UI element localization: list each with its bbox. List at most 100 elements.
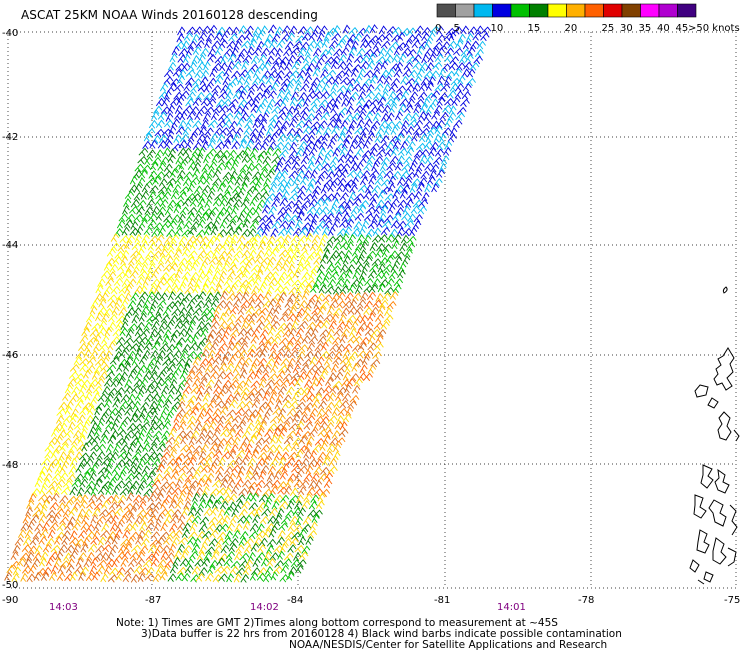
wind-barb (155, 492, 165, 502)
wind-barb (244, 443, 253, 453)
wind-barb (49, 571, 58, 581)
wind-barb (387, 204, 396, 214)
wind-barb (186, 466, 196, 475)
wind-barb (305, 415, 316, 424)
wind-barb (315, 248, 324, 258)
wind-barb (299, 176, 309, 186)
wind-barb (135, 225, 144, 235)
wind-barb (191, 54, 200, 64)
wind-barb (230, 444, 239, 453)
wind-barb (284, 83, 293, 93)
wind-barb (390, 198, 400, 207)
wind-barb (321, 456, 331, 466)
wind-barb (261, 39, 271, 48)
wind-barb (203, 299, 212, 309)
wind-barb (176, 408, 186, 418)
wind-barb (204, 198, 213, 208)
wind-barb (330, 60, 339, 70)
wind-barb (326, 235, 337, 245)
wind-barb (397, 199, 407, 209)
wind-barb (260, 464, 270, 474)
wind-barb (405, 192, 416, 201)
wind-barb (204, 127, 214, 136)
wind-speed-legend: 0 5 10 15 20 25 30 35 40 45 >50 knots (435, 3, 740, 34)
wind-barb (197, 291, 207, 300)
wind-barb (177, 492, 186, 502)
wind-barb (26, 551, 35, 561)
wind-barb (250, 492, 259, 502)
wind-barb (321, 132, 331, 142)
wind-barb (320, 184, 329, 194)
wind-barb (98, 536, 107, 546)
wind-barb (378, 212, 387, 222)
wind-barb (147, 493, 157, 503)
wind-barb (195, 300, 205, 309)
wind-barb (244, 327, 255, 337)
wind-barb (147, 515, 158, 524)
wind-barb (344, 269, 353, 279)
wind-barb (335, 70, 346, 79)
wind-barb (236, 421, 246, 430)
wind-barb (192, 120, 202, 129)
wind-barb (162, 335, 171, 345)
wind-barb (352, 198, 362, 207)
wind-barb (69, 550, 78, 559)
wind-barb (267, 256, 277, 266)
wind-barb (246, 236, 257, 245)
wind-barb (382, 32, 393, 42)
wind-barb (288, 423, 299, 432)
legend-box (510, 3, 530, 18)
wind-barb (365, 184, 374, 194)
wind-barb (400, 27, 411, 37)
wind-barb (250, 380, 261, 389)
wind-barb (222, 213, 233, 222)
wind-barb (22, 514, 31, 524)
wind-barb (144, 457, 154, 466)
wind-barb (277, 550, 285, 560)
wind-barb (249, 147, 259, 157)
wind-barb (350, 67, 359, 77)
wind-barb (233, 40, 242, 50)
wind-barb (306, 342, 315, 352)
wind-barb (265, 75, 275, 85)
wind-barb (157, 414, 166, 424)
wind-barb (367, 291, 377, 301)
wind-barb (111, 465, 121, 474)
wind-barb (391, 170, 402, 180)
wind-barb (323, 104, 332, 114)
wind-barb (187, 507, 197, 516)
wind-barb (221, 262, 230, 272)
wind-barb (209, 67, 218, 77)
wind-barb (252, 465, 261, 475)
wind-barb (208, 24, 218, 34)
wind-barb (233, 198, 243, 208)
legend-box (473, 3, 493, 18)
wind-barb (326, 46, 335, 56)
wind-barb (332, 356, 343, 365)
wind-barb (271, 335, 282, 345)
wind-barb (298, 235, 308, 244)
wind-barb (248, 502, 259, 511)
wind-barb (371, 234, 382, 243)
wind-barb (309, 407, 319, 417)
wind-barb (151, 486, 161, 496)
wind-barb (118, 307, 128, 316)
wind-barb (92, 507, 101, 517)
wind-barb (239, 342, 249, 352)
wind-barb (288, 255, 297, 265)
wind-barb (390, 125, 399, 135)
wind-barb (249, 220, 259, 229)
note-line-2: 3)Data buffer is 22 hrs from 20160128 4)… (141, 628, 622, 640)
wind-barb (215, 162, 226, 171)
wind-barb (138, 364, 148, 374)
wind-barb (46, 509, 56, 519)
wind-barb (320, 466, 330, 476)
wind-barb (273, 305, 282, 315)
wind-barb (289, 96, 298, 106)
wind-barb (260, 444, 270, 453)
wind-barb (282, 394, 292, 403)
wind-barb (184, 564, 194, 574)
wind-barb (189, 176, 200, 186)
wind-barb (79, 452, 90, 461)
wind-barb (357, 184, 368, 193)
